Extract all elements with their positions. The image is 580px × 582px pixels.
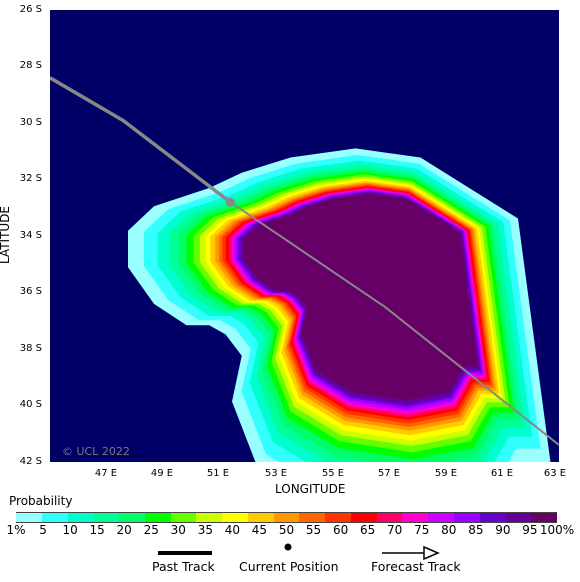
colorbar-segment: [222, 513, 248, 522]
colorbar-tick-label: 50: [278, 523, 295, 537]
lon-tick: 51 E: [206, 468, 230, 479]
lon-tick: 61 E: [490, 468, 514, 479]
colorbar-segment: [119, 513, 145, 522]
lat-tick: 32 S: [19, 173, 42, 184]
legend-title: Probability: [9, 494, 73, 508]
forecast-track-line: [229, 201, 559, 446]
current-position-label: Current Position: [239, 559, 339, 574]
colorbar-tick-label: 85: [468, 523, 484, 537]
colorbar-tick-label: 100%: [539, 523, 575, 537]
colorbar-tick-label: 70: [387, 523, 403, 537]
colorbar-segment: [41, 513, 68, 522]
copyright-label: © UCL 2022: [62, 445, 130, 458]
colorbar-tick-label: 35: [197, 523, 213, 537]
forecast-track-label: Forecast Track: [371, 559, 461, 574]
colorbar-tick-label: 30: [170, 523, 186, 537]
current-position-marker: [225, 197, 235, 207]
probability-map: © UCL 2022: [50, 10, 559, 462]
colorbar-segment: [247, 513, 274, 522]
colorbar-tick-label: 65: [360, 523, 376, 537]
colorbar-tick-label: 95: [522, 523, 538, 537]
lat-tick: 40 S: [19, 399, 42, 410]
colorbar-tick-label: 25: [143, 523, 159, 537]
colorbar-tick-label: 75: [414, 523, 430, 537]
past-track-label: Past Track: [152, 559, 215, 574]
colorbar-segment: [196, 513, 223, 522]
colorbar-tick-label: 5: [39, 523, 47, 537]
colorbar-segment: [505, 513, 532, 522]
colorbar-tick-label: 40: [224, 523, 241, 537]
colorbar-segment: [325, 513, 351, 522]
lon-tick: 53 E: [264, 468, 288, 479]
lat-tick: 30 S: [19, 117, 42, 128]
colorbar-tick-label: 1%: [6, 523, 26, 537]
lon-tick: 59 E: [434, 468, 458, 479]
colorbar-segment: [454, 513, 480, 522]
colorbar-tick-label: 90: [495, 523, 511, 537]
colorbar-segment: [16, 513, 42, 522]
lon-tick: 55 E: [321, 468, 345, 479]
colorbar-segment: [273, 513, 300, 522]
colorbar-tick-label: 60: [332, 523, 349, 537]
y-axis-title: LATITUDE: [0, 205, 13, 265]
lat-tick: 38 S: [19, 343, 42, 354]
lat-tick: 34 S: [19, 230, 42, 241]
colorbar-segment: [144, 513, 171, 522]
lat-tick: 26 S: [19, 4, 42, 15]
colorbar-segment: [299, 513, 326, 522]
probability-colorbar: [16, 512, 558, 523]
colorbar-segment: [428, 513, 455, 522]
colorbar-segment: [479, 513, 506, 522]
lon-tick: 49 E: [150, 468, 174, 479]
colorbar-segment: [531, 513, 558, 522]
colorbar-tick-label: 80: [441, 523, 457, 537]
map-canvas: © UCL 2022: [50, 10, 559, 462]
lon-tick: 63 E: [543, 468, 567, 479]
x-axis-title: LONGITUDE: [275, 482, 346, 496]
current-position-legend-dot: [284, 543, 292, 551]
track-legend-glyphs: [158, 543, 440, 561]
past-track-line: [50, 76, 232, 204]
colorbar-segment: [170, 513, 197, 522]
colorbar-tick-label: 20: [116, 523, 132, 537]
lon-tick: 47 E: [94, 468, 118, 479]
colorbar-segment: [350, 513, 377, 522]
forecast-arrow-icon: [423, 545, 440, 561]
lat-tick: 36 S: [19, 286, 42, 297]
colorbar-tick-label: 10: [62, 523, 78, 537]
colorbar-tick-label: 55: [305, 523, 322, 537]
lat-tick: 28 S: [19, 60, 42, 71]
colorbar-segment: [376, 513, 403, 522]
lon-tick: 57 E: [377, 468, 401, 479]
colorbar-segment: [67, 513, 94, 522]
colorbar-segment: [402, 513, 429, 522]
colorbar-tick-label: 45: [251, 523, 268, 537]
colorbar-segment: [93, 513, 120, 522]
lat-tick: 42 S: [19, 456, 42, 467]
colorbar-tick-label: 15: [89, 523, 105, 537]
